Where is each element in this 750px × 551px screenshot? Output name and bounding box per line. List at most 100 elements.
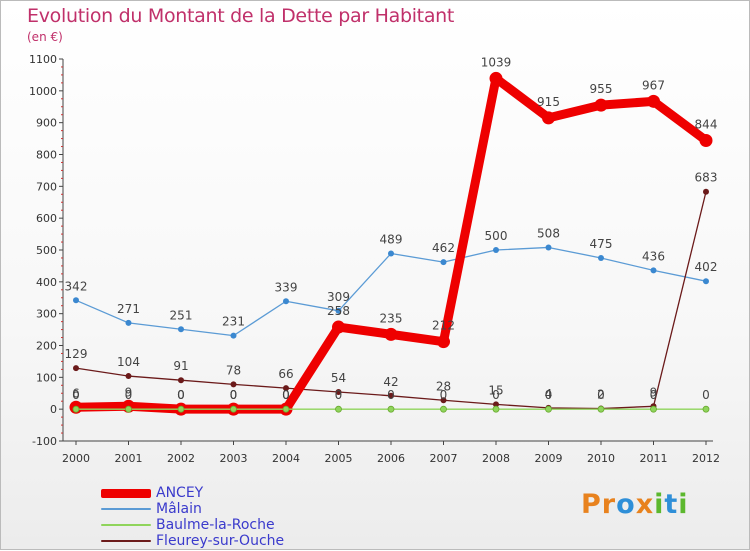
x-tick-label: 2000 <box>62 452 90 465</box>
y-tick-label: 800 <box>36 149 57 162</box>
x-tick-label: 2008 <box>482 452 510 465</box>
data-label: 0 <box>387 388 395 402</box>
logo-letter: i <box>654 489 665 520</box>
legend-item: ANCEY <box>101 485 401 501</box>
data-label: 0 <box>177 388 185 402</box>
data-label: 271 <box>117 302 140 316</box>
data-point <box>598 254 604 261</box>
legend-label: Baulme-la-Roche <box>156 517 275 533</box>
data-point <box>230 405 237 413</box>
y-tick-label: 400 <box>36 276 57 289</box>
data-label: 0 <box>597 388 605 402</box>
data-label: 0 <box>230 388 238 402</box>
legend-swatch <box>101 488 151 498</box>
data-point <box>178 326 184 333</box>
legend-item: Mâlain <box>101 501 401 517</box>
data-label: 0 <box>492 388 500 402</box>
data-label: 54 <box>331 371 346 385</box>
y-tick-label: 300 <box>36 308 57 321</box>
axes: -100010020030040050060070080090010001100… <box>29 53 720 465</box>
data-label: 91 <box>173 359 188 373</box>
x-tick-label: 2003 <box>220 452 248 465</box>
y-tick-label: 200 <box>36 340 57 353</box>
data-label: 489 <box>380 233 403 247</box>
data-label: 42 <box>383 375 398 389</box>
data-label: 0 <box>230 388 238 402</box>
data-label: 436 <box>642 249 665 263</box>
data-label: 0 <box>650 388 658 402</box>
x-tick-label: 2007 <box>430 452 458 465</box>
data-label: 251 <box>170 308 193 322</box>
series-layer <box>69 71 713 416</box>
data-label: 104 <box>117 355 140 369</box>
data-label: 0 <box>440 388 448 402</box>
data-point <box>335 307 342 314</box>
data-label: 78 <box>226 363 241 377</box>
data-label: 0 <box>177 388 185 402</box>
data-label: 9 <box>650 385 658 399</box>
data-point <box>178 377 184 384</box>
y-tick-label: 0 <box>50 403 57 416</box>
data-point <box>545 405 552 413</box>
data-label: 4 <box>545 387 553 401</box>
data-point <box>177 405 185 413</box>
data-label: 66 <box>278 367 293 381</box>
data-label: 0 <box>125 388 133 402</box>
data-point <box>489 71 503 85</box>
x-tick-label: 2006 <box>377 452 405 465</box>
data-point <box>335 405 342 413</box>
data-point <box>597 405 605 413</box>
data-label: 15 <box>488 383 503 397</box>
y-tick-label: 600 <box>36 212 57 225</box>
legend-swatch <box>101 524 151 526</box>
data-point <box>440 397 447 404</box>
y-tick-label: 1100 <box>29 53 57 66</box>
x-tick-label: 2012 <box>692 452 720 465</box>
data-point <box>125 319 132 326</box>
data-point <box>702 405 710 413</box>
data-label: 28 <box>436 379 451 393</box>
data-point <box>388 392 394 399</box>
legend-swatch <box>101 508 151 510</box>
x-tick-label: 2009 <box>535 452 563 465</box>
data-label: 508 <box>537 226 560 240</box>
data-label: 258 <box>327 304 350 318</box>
x-tick-label: 2004 <box>272 452 300 465</box>
logo-letter: x <box>635 489 655 520</box>
y-tick-label: -100 <box>32 435 57 448</box>
data-point <box>282 405 290 413</box>
y-tick-label: 900 <box>36 117 57 130</box>
data-label: 231 <box>222 315 245 329</box>
data-point <box>387 405 395 413</box>
data-label: 235 <box>380 311 403 325</box>
data-label: 967 <box>642 78 665 92</box>
data-label: 0 <box>545 388 553 402</box>
proxiti-logo: Proxiti <box>581 489 689 520</box>
legend-label: Mâlain <box>156 501 202 517</box>
y-tick-label: 700 <box>36 180 57 193</box>
data-point <box>283 298 289 305</box>
x-tick-label: 2010 <box>587 452 615 465</box>
legend: ANCEY Mâlain Baulme-la-Roche Fleurey-sur-Ou… <box>101 485 401 549</box>
data-label: 129 <box>65 347 88 361</box>
data-point <box>493 247 499 253</box>
data-point <box>72 405 80 413</box>
x-tick-label: 2002 <box>167 452 195 465</box>
data-label: 683 <box>695 171 718 185</box>
data-point <box>230 332 237 339</box>
data-label: 2 <box>597 388 605 402</box>
data-point <box>384 327 398 341</box>
data-point <box>699 133 713 147</box>
data-point <box>388 250 394 257</box>
data-label: 915 <box>537 95 560 109</box>
data-label: 9 <box>125 385 133 399</box>
data-label: 342 <box>65 279 88 293</box>
data-point <box>73 297 79 304</box>
logo-letter: P <box>581 489 602 520</box>
y-tick-label: 500 <box>36 244 57 257</box>
data-label: 0 <box>335 388 343 402</box>
data-point <box>440 405 447 413</box>
